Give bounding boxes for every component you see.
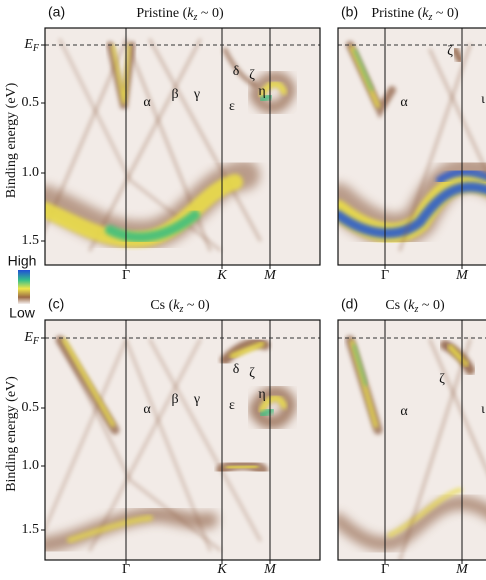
x-tick-label: Γ [122, 562, 130, 577]
x-tick-label: K [216, 562, 227, 577]
panel-label: (d) [341, 296, 358, 312]
panel-title: Cs (kz ~ 0) [150, 298, 210, 315]
title-part: ~ 0) [183, 298, 210, 313]
fermi-symbol: E [23, 37, 33, 52]
colorbar-low: Low [9, 305, 36, 321]
band-label: ι [481, 402, 485, 417]
x-tick-label: M [263, 562, 277, 577]
page: {"colorbar": {"high": "High", "low": "Lo… [0, 0, 486, 580]
x-tick-label: Γ [381, 268, 389, 283]
band-label: α [143, 402, 151, 417]
y-tick-label: 1.0 [22, 165, 40, 180]
band-intensity [228, 466, 256, 468]
colorbar [18, 270, 30, 304]
x-tick-label: Γ [122, 268, 130, 283]
fermi-label: EF [23, 37, 40, 54]
fermi-label: EF [23, 330, 40, 347]
fermi-symbol: E [23, 330, 33, 345]
band-label: ζ [439, 372, 445, 387]
title-part: ~ 0) [197, 6, 224, 21]
title-part: ~ 0) [418, 298, 445, 313]
panel-label: (a) [48, 4, 65, 20]
band-label: ζ [447, 44, 453, 59]
band-label: ε [229, 99, 235, 114]
band-label: δ [233, 64, 240, 79]
band-label: γ [193, 87, 200, 102]
band-label: γ [193, 392, 200, 407]
spectrum [338, 320, 486, 560]
title-part: Cs ( [385, 298, 408, 313]
spectrum [40, 28, 320, 265]
title-part: ~ 0) [432, 6, 459, 21]
spectrum [338, 28, 486, 265]
x-tick-label: K [216, 268, 227, 283]
x-tick-label: M [263, 268, 277, 283]
band-label: η [258, 387, 265, 402]
fermi-subscript: F [32, 43, 40, 54]
y-tick-label: 1.0 [22, 458, 40, 473]
band-label: α [400, 404, 408, 419]
band-label: η [258, 84, 265, 99]
band-label: ζ [249, 68, 255, 83]
title-part: Pristine ( [136, 6, 187, 21]
y-axis-label: Binding energy (eV) [4, 82, 19, 198]
band-label: α [143, 95, 151, 110]
colorbar-high: High [8, 253, 37, 269]
x-tick-label: M [455, 268, 469, 283]
panel-title: Pristine (kz ~ 0) [371, 6, 459, 23]
band-label: β [171, 392, 178, 407]
band-intensity [455, 50, 460, 60]
fermi-subscript: F [32, 336, 40, 347]
title-part: Cs ( [150, 298, 173, 313]
spectrum [40, 320, 320, 560]
panel: (b) Pristine (kz ~ 0) Γ Mζ α ι [338, 4, 486, 284]
x-tick-label: Γ [381, 562, 389, 577]
y-tick-label: 1.5 [22, 522, 40, 537]
figure: High Low (a)Pristine (kz ~ 0)ΓKMαβγδεζηE… [0, 0, 486, 580]
panel: (d) Cs (kz ~ 0) Γ Mζ α ι [338, 296, 486, 578]
y-tick-label: 1.5 [22, 233, 40, 248]
y-tick-label: 0.5 [22, 95, 40, 110]
panel-label: (c) [48, 296, 64, 312]
x-tick-label: M [455, 562, 469, 577]
panel-title: Cs (kz ~ 0) [385, 298, 445, 315]
y-tick-label: 0.5 [22, 400, 40, 415]
title-part: Pristine ( [371, 6, 422, 21]
band-label: ζ [249, 366, 255, 381]
panel-label: (b) [341, 4, 358, 20]
band-label: ι [481, 92, 485, 107]
band-label: α [400, 95, 408, 110]
band-label: δ [233, 362, 240, 377]
band-label: ε [229, 398, 235, 413]
band-label: β [171, 87, 178, 102]
panel-title: Pristine (kz ~ 0) [136, 6, 224, 23]
y-axis-label: Binding energy (eV) [4, 376, 19, 492]
